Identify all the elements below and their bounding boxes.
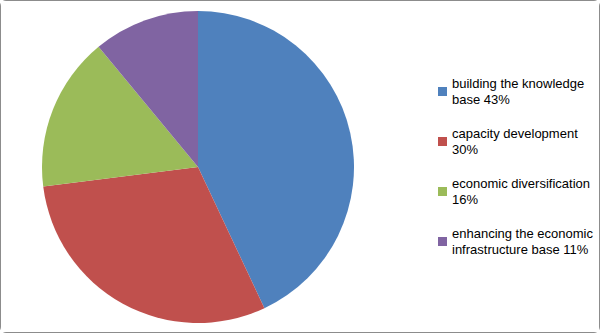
svg-text:30%: 30% <box>452 142 478 157</box>
svg-text:capacity development: capacity development <box>452 126 581 141</box>
svg-text:building the knowledge: building the knowledge <box>452 76 588 91</box>
svg-text:enhancing the economic: enhancing the economic <box>452 226 597 241</box>
svg-text:16%: 16% <box>452 192 478 207</box>
svg-text:base 43%: base 43% <box>452 92 510 107</box>
svg-text:economic diversification: economic diversification <box>452 176 594 191</box>
svg-text:infrastructure base 11%: infrastructure base 11% <box>452 242 589 257</box>
